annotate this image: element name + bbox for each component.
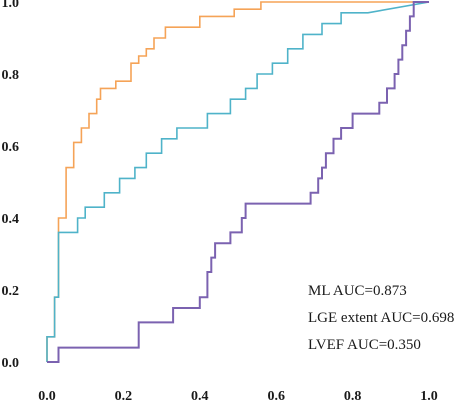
- x-tick-label: 1.0: [420, 389, 438, 404]
- x-axis-ticks: 0.0 0.2 0.4 0.6 0.8 1.0: [38, 389, 438, 404]
- y-tick-label: 1.0: [2, 0, 20, 11]
- y-tick-label: 0.0: [2, 356, 20, 371]
- x-tick-label: 0.0: [38, 389, 56, 404]
- x-tick-label: 0.4: [191, 389, 209, 404]
- y-axis-ticks: 0.0 0.2 0.4 0.6 0.8 1.0: [2, 0, 20, 371]
- roc-curve-2: [47, 1, 429, 363]
- roc-curve-0: [46, 1, 429, 362]
- y-tick-label: 0.2: [2, 284, 20, 299]
- legend-entry: ML AUC=0.873: [308, 283, 407, 299]
- roc-curve-1: [46, 1, 430, 362]
- legend: ML AUC=0.873 LGE extent AUC=0.698 LVEF AUC…: [308, 283, 454, 353]
- plot-area: [46, 1, 430, 363]
- legend-entry: LVEF AUC=0.350: [308, 337, 421, 353]
- x-tick-label: 0.8: [344, 389, 362, 404]
- x-tick-label: 0.6: [267, 389, 285, 404]
- x-tick-label: 0.2: [115, 389, 133, 404]
- y-tick-label: 0.8: [2, 68, 20, 83]
- y-tick-label: 0.4: [2, 212, 20, 227]
- legend-entry: LGE extent AUC=0.698: [308, 310, 454, 326]
- y-tick-label: 0.6: [2, 140, 20, 155]
